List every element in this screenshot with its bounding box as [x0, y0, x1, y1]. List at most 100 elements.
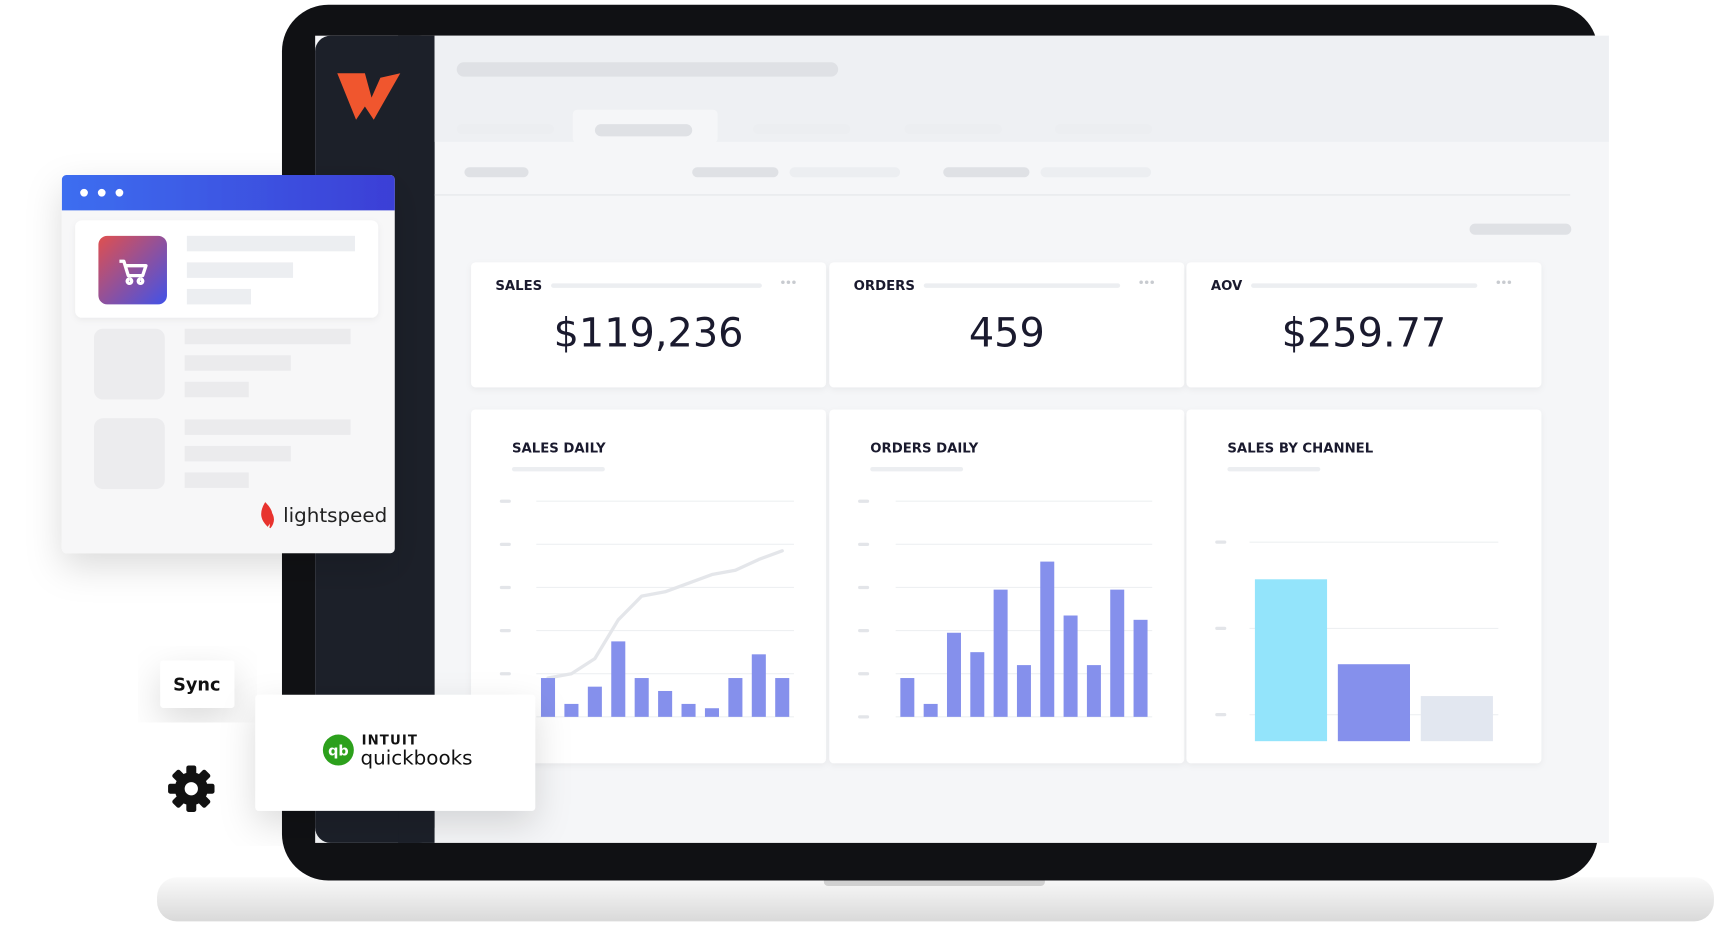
bar: [1337, 664, 1410, 742]
kpi-card: [829, 262, 1185, 388]
trend-line: [546, 549, 784, 680]
tab-placeholder[interactable]: [594, 124, 693, 137]
item-placeholder: [184, 472, 249, 488]
y-tick-placeholder: [499, 542, 511, 547]
filter-placeholder: [943, 167, 1030, 178]
quickbooks-mark: qb: [328, 744, 349, 760]
bar: [751, 654, 766, 717]
item-placeholder: [184, 381, 249, 398]
y-tick-placeholder: [499, 585, 511, 590]
kpi-label: SALES: [495, 279, 542, 294]
bar: [923, 703, 938, 717]
menu-dot: [786, 280, 791, 285]
bar: [681, 703, 696, 717]
cart-glyph: [119, 259, 148, 285]
window-dot: [97, 188, 106, 197]
bar: [1086, 665, 1101, 717]
tab-placeholder[interactable]: [753, 124, 851, 135]
filter-placeholder: [464, 167, 529, 178]
bar: [564, 703, 579, 717]
menu-dot: [1139, 280, 1143, 285]
item-placeholder: [184, 419, 351, 435]
bar: [775, 678, 790, 717]
kpi-label: AOV: [1211, 279, 1243, 294]
bar: [1016, 665, 1031, 717]
filter-placeholder: [789, 167, 901, 178]
label-underline: [1251, 283, 1478, 288]
item-placeholder: [184, 328, 351, 345]
sync-label[interactable]: Sync: [173, 675, 220, 695]
tab-placeholder[interactable]: [1054, 124, 1153, 135]
menu-dot: [1150, 280, 1154, 285]
bar: [1133, 619, 1148, 717]
cart-icon: [98, 235, 167, 305]
item-placeholder: [186, 262, 294, 278]
filter-placeholder: [1040, 167, 1152, 178]
title-underline: [870, 466, 964, 472]
logo: [337, 73, 401, 120]
kpi-card: [1186, 262, 1542, 388]
y-tick-placeholder: [858, 585, 870, 590]
gear-hole: [184, 782, 198, 796]
bar: [658, 690, 673, 717]
y-tick-placeholder: [1215, 626, 1227, 631]
menu-dot: [792, 280, 796, 285]
kpi-label: ORDERS: [854, 279, 915, 294]
bar: [946, 632, 961, 717]
tab-placeholder[interactable]: [904, 124, 1002, 135]
menu-dot: [1496, 280, 1501, 285]
bar: [970, 652, 985, 717]
menu-dot: [1507, 280, 1512, 285]
y-tick-placeholder: [499, 628, 511, 633]
window-dot: [115, 188, 124, 197]
y-tick-placeholder: [858, 628, 870, 633]
bar: [634, 678, 649, 717]
dashboard: SALES $119,236 ORDERS 459 AOV $259.77 SALES DA…: [471, 262, 1542, 764]
kpi-card: [471, 262, 827, 388]
kpi-value: $259.77: [1282, 310, 1447, 356]
intuit-logo: INTUIT: [362, 733, 418, 748]
bar: [1040, 561, 1055, 717]
lightspeed-flame: [261, 502, 274, 529]
sync-badge[interactable]: [160, 660, 235, 709]
y-tick-placeholder: [858, 542, 870, 547]
menu-dot: [1502, 280, 1506, 285]
title-underline: [1227, 466, 1321, 472]
item-placeholder: [184, 355, 291, 371]
cart-icon: [93, 418, 165, 490]
quickbooks-logo: quickbooks: [360, 746, 472, 769]
kpi-value: 459: [969, 310, 1045, 356]
bar: [704, 708, 719, 717]
chart-title: ORDERS DAILY: [870, 442, 978, 457]
y-tick-placeholder: [858, 499, 870, 503]
bar: [1110, 589, 1125, 717]
y-tick-placeholder: [858, 715, 870, 719]
lightspeed-logo: lightspeed: [283, 504, 387, 527]
chart-title: SALES DAILY: [512, 442, 606, 457]
date-placeholder: [1469, 223, 1572, 235]
quickbooks-card[interactable]: [255, 694, 536, 811]
cart-icon: [93, 328, 165, 400]
menu-dot: [1144, 280, 1149, 285]
y-tick-placeholder: [499, 499, 511, 503]
y-tick-placeholder: [1215, 712, 1227, 717]
bar: [587, 686, 602, 717]
quickbooks-mark-bg: [322, 734, 354, 766]
y-tick-placeholder: [858, 672, 870, 676]
title-underline: [511, 466, 605, 472]
tab-placeholder[interactable]: [456, 124, 554, 135]
chart-title: SALES BY CHANNEL: [1227, 442, 1373, 457]
filter-placeholder: [692, 167, 779, 178]
header-placeholder: [456, 62, 839, 77]
bar: [1420, 696, 1493, 742]
bar: [540, 678, 556, 717]
y-tick-placeholder: [1215, 540, 1227, 544]
bar: [1254, 579, 1328, 742]
label-underline: [923, 283, 1121, 288]
window-titlebar: [61, 175, 395, 211]
settings-gear[interactable]: [168, 765, 215, 812]
bar: [611, 641, 626, 717]
window-dot: [80, 188, 88, 197]
laptop-base: [157, 877, 1714, 922]
